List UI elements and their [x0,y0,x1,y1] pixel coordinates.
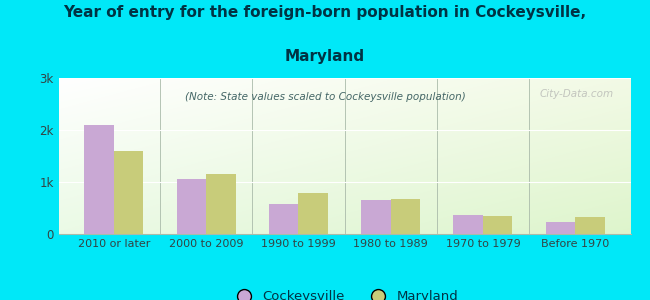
Legend: Cockeysville, Maryland: Cockeysville, Maryland [226,285,463,300]
Bar [483,216,512,234]
Bar [453,215,483,234]
Bar [575,218,604,234]
Bar [114,151,144,234]
Bar [391,199,420,234]
Bar [298,193,328,234]
Text: Maryland: Maryland [285,50,365,64]
Text: (Note: State values scaled to Cockeysville population): (Note: State values scaled to Cockeysvil… [185,92,465,101]
Text: City-Data.com: City-Data.com [540,89,614,99]
Bar [84,125,114,234]
Bar [545,222,575,234]
Bar [361,200,391,234]
Bar [177,179,206,234]
Text: Year of entry for the foreign-born population in Cockeysville,: Year of entry for the foreign-born popul… [64,4,586,20]
Bar [206,174,236,234]
Bar [269,204,298,234]
